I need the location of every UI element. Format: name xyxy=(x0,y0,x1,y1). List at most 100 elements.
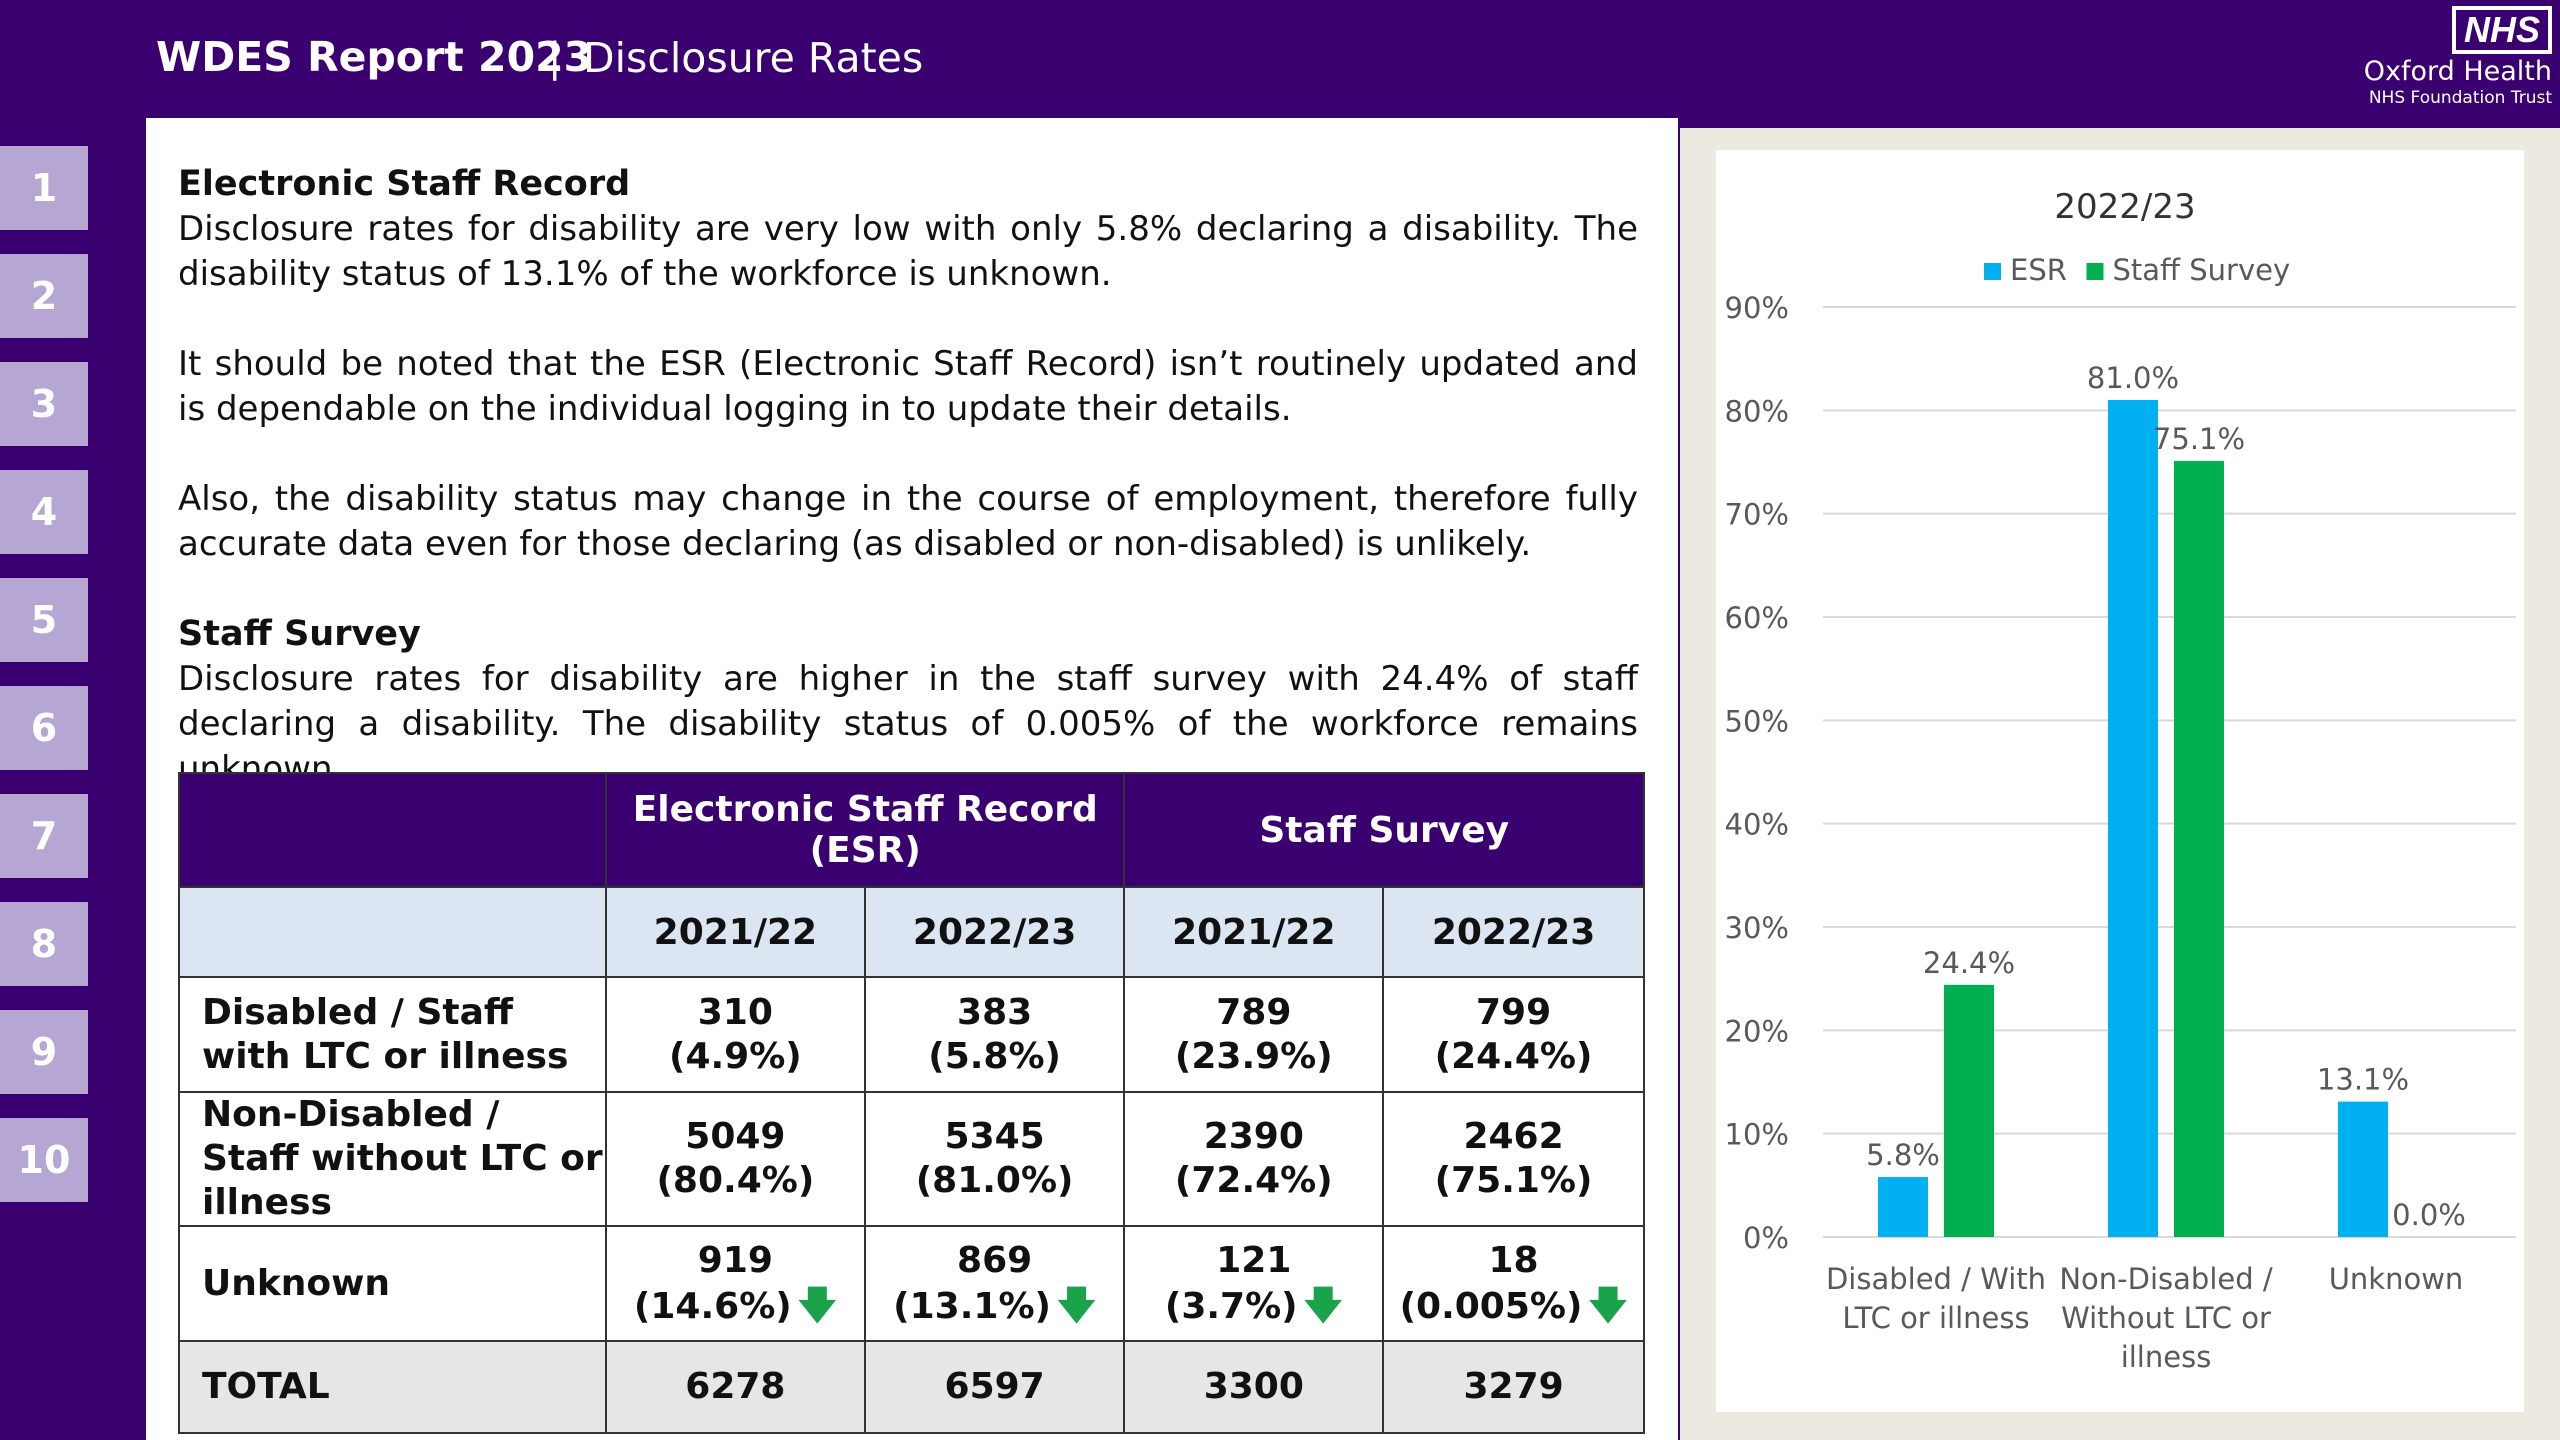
table-row-total: TOTAL 6278 6597 3300 3279 xyxy=(178,1340,1645,1434)
table-cell: 5049 (80.4%) xyxy=(605,1091,866,1227)
main-content-panel: Electronic Staff Record Disclosure rates… xyxy=(146,118,1678,1440)
esr-paragraph-1: Disclosure rates for disability are very… xyxy=(178,209,1638,294)
nhs-logo: NHS Oxford Health NHS Foundation Trust xyxy=(2312,6,2552,112)
row-label: Non-Disabled / Staff without LTC or illn… xyxy=(178,1091,607,1227)
total-cell: 3279 xyxy=(1382,1340,1645,1434)
data-label: 75.1% xyxy=(2153,422,2245,456)
nhs-mark: NHS xyxy=(2451,6,2552,54)
cell-count: 121 xyxy=(1216,1239,1292,1281)
cell-count: 5345 xyxy=(944,1116,1045,1157)
nav-item-6[interactable]: 6 xyxy=(0,686,88,770)
category-label: Unknown xyxy=(2329,1262,2464,1296)
data-label: 81.0% xyxy=(2087,361,2179,395)
year-header: 2022/23 xyxy=(1382,886,1645,978)
year-header: 2021/22 xyxy=(605,886,866,978)
table-cell: 383 (5.8%) xyxy=(863,976,1126,1093)
year-header: 2021/22 xyxy=(1123,886,1385,978)
cell-percent: (24.4%) xyxy=(1434,1035,1593,1077)
table-row-disabled: Disabled / Staff with LTC or illness 310… xyxy=(178,976,1645,1093)
cell-percent: (14.6%) xyxy=(633,1285,792,1327)
table-cell: 18 (0.005%) 🡇 xyxy=(1382,1225,1645,1342)
nav-item-7[interactable]: 7 xyxy=(0,794,88,878)
logo-org-name: Oxford Health xyxy=(2363,56,2552,87)
legend-label: Staff Survey xyxy=(2113,253,2291,287)
table-row-unknown: Unknown 919 (14.6%) 🡇 869 (13.1%) 🡇 121 (3.7%… xyxy=(178,1225,1645,1342)
cell-percent: (72.4%) xyxy=(1174,1160,1333,1201)
esr-heading: Electronic Staff Record xyxy=(178,164,631,204)
table-cell: 799 (24.4%) xyxy=(1382,976,1645,1093)
nav-item-1[interactable]: 1 xyxy=(0,146,88,230)
y-tick-label: 60% xyxy=(1725,601,1789,635)
esr-group-header: Electronic Staff Record (ESR) xyxy=(604,772,1126,888)
cell-percent: (5.8%) xyxy=(928,1035,1061,1077)
legend-swatch-icon xyxy=(1984,263,2001,280)
y-tick-label: 40% xyxy=(1725,808,1789,842)
category-label: Disabled / With LTC or illness xyxy=(1826,1262,2046,1335)
table-group-header-row: Electronic Staff Record (ESR) Staff Surv… xyxy=(178,772,1645,888)
year-header: 2022/23 xyxy=(863,886,1126,978)
cell-percent: (13.1%) xyxy=(893,1285,1051,1327)
cell-count: 2390 xyxy=(1203,1116,1304,1157)
table-corner-cell xyxy=(178,772,607,888)
table-cell: 121 (3.7%) 🡇 xyxy=(1123,1225,1385,1342)
cell-percent: (75.1%) xyxy=(1434,1160,1593,1201)
survey-group-header: Staff Survey xyxy=(1123,772,1645,888)
data-label: 24.4% xyxy=(1923,946,2015,980)
y-tick-label: 70% xyxy=(1725,498,1789,532)
table-year-corner xyxy=(178,886,607,978)
survey-paragraph: Disclosure rates for disability are high… xyxy=(178,659,1638,789)
table-year-row: 2021/22 2022/23 2021/22 2022/23 xyxy=(178,886,1645,978)
down-arrow-icon: 🡇 xyxy=(797,1282,837,1327)
nav-item-9[interactable]: 9 xyxy=(0,1010,88,1094)
row-label: Unknown xyxy=(178,1225,607,1342)
cell-count: 18 xyxy=(1488,1239,1539,1281)
table-cell: 2390 (72.4%) xyxy=(1123,1091,1385,1227)
data-label: 0.0% xyxy=(2392,1198,2466,1232)
cell-count: 799 xyxy=(1475,991,1552,1033)
bar-chart: 2022/23 ESR Staff Survey 0% 10% 20% 30% 40% 50% 6… xyxy=(1725,187,2516,1374)
nav-item-10[interactable]: 10 xyxy=(0,1118,88,1202)
table-cell: 5345 (81.0%) xyxy=(863,1091,1126,1227)
nav-item-8[interactable]: 8 xyxy=(0,902,88,986)
table-cell: 919 (14.6%) 🡇 xyxy=(605,1225,866,1342)
cell-percent: (0.005%) xyxy=(1399,1285,1583,1327)
text-section: Electronic Staff Record Disclosure rates… xyxy=(178,162,1638,792)
y-tick-label: 30% xyxy=(1725,911,1789,945)
down-arrow-icon: 🡇 xyxy=(1588,1282,1628,1327)
total-cell: 6597 xyxy=(863,1340,1126,1434)
bar xyxy=(1878,1177,1928,1237)
cell-count: 310 xyxy=(697,991,773,1033)
bar xyxy=(2338,1101,2388,1237)
nav-item-5[interactable]: 5 xyxy=(0,578,88,662)
total-cell: 6278 xyxy=(605,1340,866,1434)
row-label: TOTAL xyxy=(178,1340,607,1434)
cell-count: 2462 xyxy=(1463,1116,1564,1157)
cell-count: 789 xyxy=(1216,991,1292,1033)
y-tick-label: 10% xyxy=(1725,1118,1789,1152)
survey-heading: Staff Survey xyxy=(178,614,421,654)
row-label: Disabled / Staff with LTC or illness xyxy=(178,976,607,1093)
chart-title: 2022/23 xyxy=(2054,187,2195,227)
table-cell: 789 (23.9%) xyxy=(1123,976,1385,1093)
cell-percent: (3.7%) xyxy=(1164,1285,1298,1327)
disclosure-table: Electronic Staff Record (ESR) Staff Surv… xyxy=(178,772,1645,1434)
chart-panel: 2022/23 ESR Staff Survey 0% 10% 20% 30% 40% 50% 6… xyxy=(1680,128,2560,1440)
data-label: 5.8% xyxy=(1866,1138,1940,1172)
cell-count: 5049 xyxy=(685,1116,786,1157)
table-cell: 869 (13.1%) 🡇 xyxy=(863,1225,1126,1342)
total-cell: 3300 xyxy=(1123,1340,1385,1434)
table-row-non-disabled: Non-Disabled / Staff without LTC or illn… xyxy=(178,1091,1645,1227)
table-cell: 2462 (75.1%) xyxy=(1382,1091,1645,1227)
nav-item-2[interactable]: 2 xyxy=(0,254,88,338)
nav-item-4[interactable]: 4 xyxy=(0,470,88,554)
nav-item-3[interactable]: 3 xyxy=(0,362,88,446)
header-bar: WDES Report 2023 | Disclosure Rates NHS … xyxy=(0,0,2560,118)
down-arrow-icon: 🡇 xyxy=(1303,1282,1343,1327)
data-label: 13.1% xyxy=(2317,1063,2409,1097)
y-tick-label: 0% xyxy=(1743,1221,1789,1255)
y-tick-label: 20% xyxy=(1725,1014,1789,1048)
table-cell: 310 (4.9%) xyxy=(605,976,866,1093)
report-title: WDES Report 2023 xyxy=(156,33,593,81)
esr-paragraph-3: Also, the disability status may change i… xyxy=(178,479,1638,564)
cell-percent: (80.4%) xyxy=(656,1160,815,1201)
